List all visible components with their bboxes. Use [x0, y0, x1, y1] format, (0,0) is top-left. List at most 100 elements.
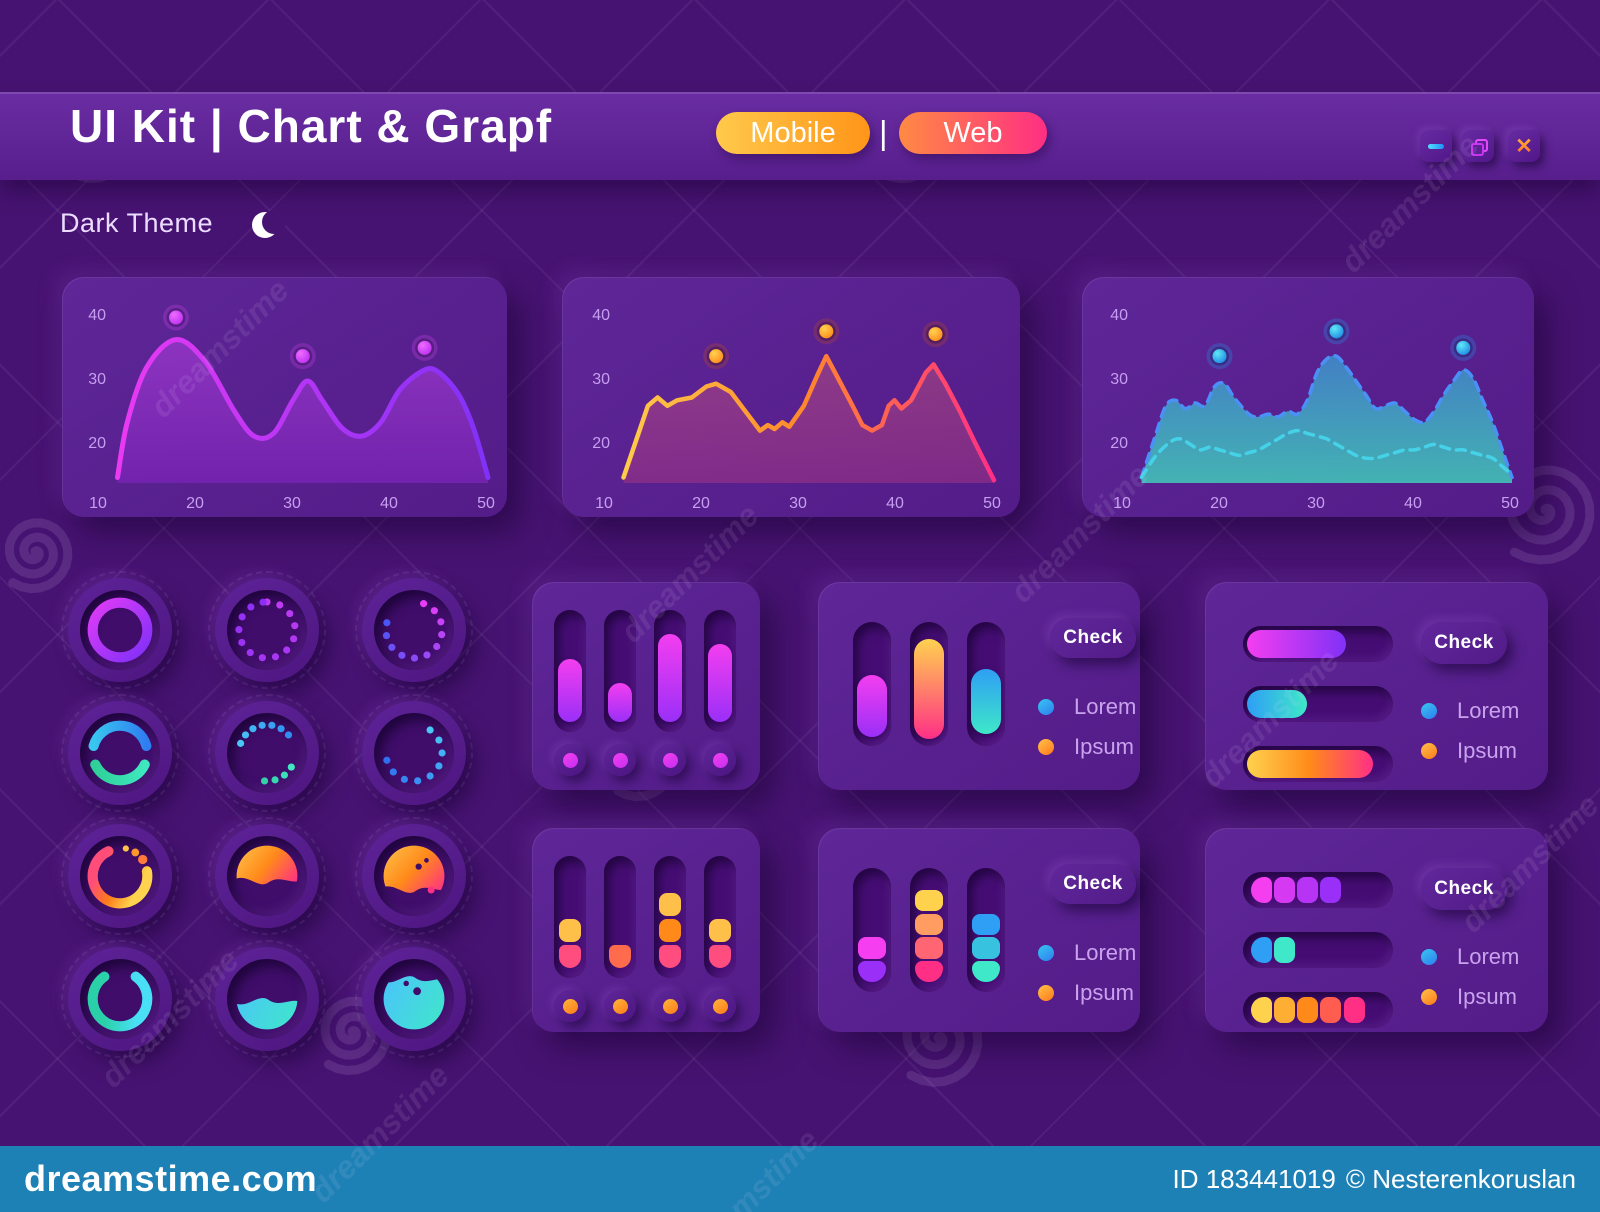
check-button[interactable]: Check [1050, 864, 1136, 904]
legend-item-lorem: Lorem [1421, 698, 1519, 724]
progress-bar-track[interactable] [1243, 686, 1393, 722]
y-tick: 40 [88, 307, 106, 324]
progress-segment [915, 961, 943, 983]
check-button[interactable]: Check [1421, 622, 1507, 664]
slider-dot-button[interactable] [554, 744, 586, 776]
legend-dot-orange [1421, 743, 1437, 759]
progress-segment [659, 892, 681, 916]
legend-label: Ipsum [1074, 980, 1134, 1005]
chart-marker-dot [1329, 324, 1344, 339]
progress-segment [972, 937, 1000, 959]
progress-segment [915, 890, 943, 912]
slider-track[interactable] [554, 610, 586, 732]
author: © Nesterenkoruslan [1345, 1163, 1576, 1194]
progress-segment [1250, 877, 1272, 903]
progress-spinner-dots [355, 694, 473, 812]
badge-mobile[interactable]: Mobile [716, 112, 870, 154]
progress-bar-track[interactable] [1243, 872, 1393, 908]
progress-segment [659, 918, 681, 942]
slider-dot-button[interactable] [654, 990, 686, 1022]
slider-dot-button[interactable] [704, 744, 736, 776]
minimize-icon [1428, 143, 1444, 149]
check-button[interactable]: Check [1050, 618, 1136, 658]
slider-dot-button[interactable] [654, 744, 686, 776]
progress-spinner-liquid [208, 817, 326, 935]
x-tick: 20 [1210, 495, 1228, 512]
close-icon: ✕ [1515, 134, 1533, 158]
check-button[interactable]: Check [1421, 868, 1507, 910]
progress-spinner-dots [355, 571, 473, 689]
x-tick: 50 [477, 495, 495, 512]
progress-spinner-arc [61, 940, 179, 1058]
progress-segment [1250, 997, 1272, 1023]
slider-track[interactable] [853, 868, 891, 992]
slider-fill [914, 639, 944, 739]
progress-bar-track[interactable] [1243, 932, 1393, 968]
slider-dot-button[interactable] [704, 990, 736, 1022]
slider-track[interactable] [604, 610, 636, 732]
progress-segment [1297, 877, 1318, 903]
slider-track[interactable] [554, 856, 586, 978]
progress-spinner-liquid [355, 940, 473, 1058]
legend-item-ipsum: Ipsum [1421, 738, 1519, 764]
progress-bar-track[interactable] [1243, 992, 1393, 1028]
moon-icon[interactable] [252, 210, 286, 240]
slider-track[interactable] [654, 856, 686, 978]
area-chart [621, 318, 997, 483]
y-tick: 30 [1110, 371, 1128, 388]
check-card-segmented-horizontal: Check Lorem Ipsum [1205, 828, 1548, 1032]
legend-dot-orange [1421, 989, 1437, 1005]
area-chart [1139, 318, 1514, 483]
slider-track[interactable] [704, 856, 736, 978]
legend-item-lorem: Lorem [1038, 694, 1136, 720]
slider-dot-button[interactable] [604, 744, 636, 776]
progress-segment [1320, 877, 1342, 903]
progress-segment [1250, 937, 1272, 963]
chart-marker-dot [169, 310, 183, 325]
slider-track[interactable] [654, 610, 686, 732]
minimize-button[interactable] [1420, 130, 1452, 162]
restore-button[interactable] [1462, 130, 1494, 162]
slider-dot-button[interactable] [604, 990, 636, 1022]
x-tick: 20 [692, 495, 710, 512]
progress-segment [709, 945, 731, 969]
chart-marker-dot [709, 349, 724, 364]
progress-bar-track[interactable] [1243, 626, 1393, 662]
slider-track[interactable] [910, 622, 948, 746]
progress-fill [1247, 630, 1346, 658]
slider-track[interactable] [604, 856, 636, 978]
slider-dot [612, 752, 628, 768]
slider-track[interactable] [967, 868, 1005, 992]
x-tick: 50 [983, 495, 1001, 512]
legend-dot-blue [1038, 945, 1054, 961]
progress-segment [972, 913, 1000, 935]
y-tick: 40 [1110, 307, 1128, 324]
badge-web[interactable]: Web [899, 112, 1047, 154]
vertical-sliders-card-purple [532, 582, 760, 790]
progress-bar-track[interactable] [1243, 746, 1393, 782]
legend-label: Ipsum [1074, 734, 1134, 759]
slider-fill [658, 634, 682, 723]
progress-segment [559, 918, 581, 942]
x-tick: 30 [1307, 495, 1325, 512]
dreamstime-logo: dreamstime.com [24, 1158, 318, 1199]
slider-track[interactable] [967, 622, 1005, 746]
legend-dot-blue [1421, 703, 1437, 719]
x-tick: 50 [1501, 495, 1519, 512]
progress-segment [858, 937, 886, 959]
slider-dot [612, 998, 628, 1014]
slider-track[interactable] [853, 622, 891, 746]
slider-dot-button[interactable] [554, 990, 586, 1022]
legend-item-ipsum: Ipsum [1038, 734, 1136, 760]
slider-track[interactable] [704, 610, 736, 732]
close-button[interactable]: ✕ [1508, 130, 1540, 162]
check-card-vertical-bars: Check Lorem Ipsum [818, 582, 1140, 790]
progress-segment [1273, 997, 1295, 1023]
progress-segment [1320, 997, 1342, 1023]
slider-track[interactable] [910, 868, 948, 992]
x-tick: 40 [380, 495, 398, 512]
y-tick: 30 [88, 371, 106, 388]
image-credit: ID 183441019 © Nesterenkoruslan [1172, 1164, 1576, 1195]
chart-marker-dot [295, 349, 310, 364]
